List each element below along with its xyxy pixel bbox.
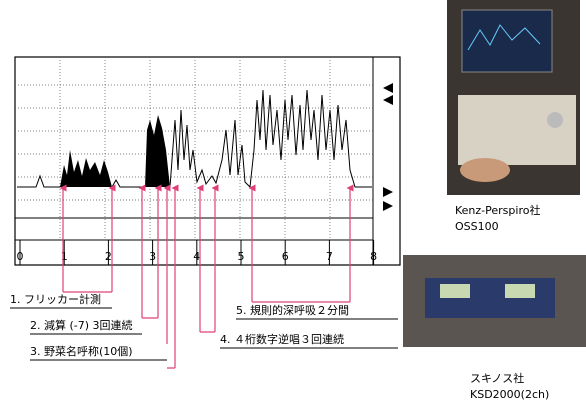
photo-caption: Kenz-Perspiro社	[455, 203, 540, 217]
figure: 012345678 1. フリッカー計測 2. 減算 (-7) 3回連続 3. …	[0, 0, 586, 408]
recording-chart	[15, 57, 400, 265]
photo-oss100: Kenz-Perspiro社 OSS100	[447, 0, 580, 233]
photo-caption: KSD2000(2ch)	[470, 388, 549, 401]
annotation: 5. 規則的深呼吸２分間	[236, 303, 349, 317]
annotation: 3. 野菜名呼称(10個)	[30, 344, 133, 358]
annotation: 4. ４桁数字逆唱３回連続	[220, 332, 344, 346]
annotation: 1. フリッカー計測	[10, 292, 101, 306]
photo-caption: OSS100	[455, 220, 499, 233]
photo-ksd2000: スキノス社 KSD2000(2ch)	[403, 255, 586, 401]
photo-caption: スキノス社	[470, 371, 524, 385]
annotation: 2. 減算 (-7) 3回連続	[30, 318, 133, 332]
